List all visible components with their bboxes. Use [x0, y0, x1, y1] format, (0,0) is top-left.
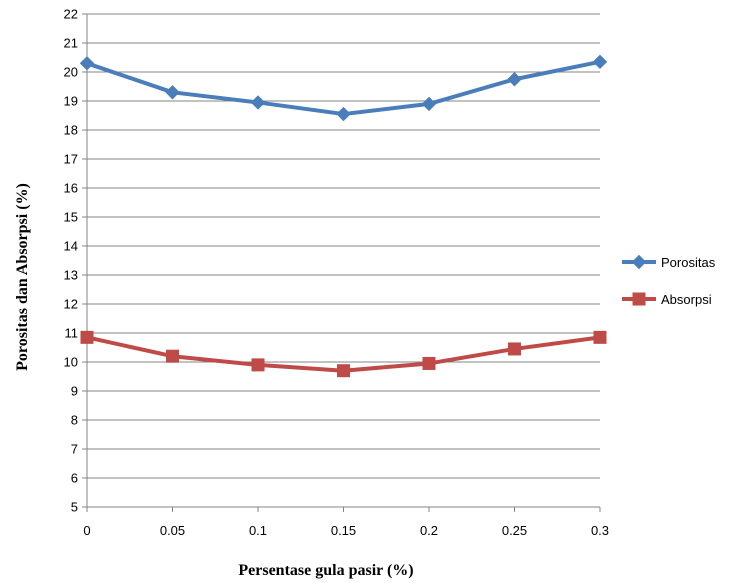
porositas-point — [421, 96, 437, 112]
y-tick-label: 5 — [71, 500, 78, 515]
grid-lines — [87, 13, 600, 479]
y-tick-label: 6 — [71, 471, 78, 486]
legend-label: Porositas — [661, 255, 716, 270]
porositas-point — [79, 56, 95, 71]
x-tick-label: 0.1 — [249, 523, 267, 538]
x-tick-label: 0.2 — [420, 523, 438, 538]
legend-label: Absorpsi — [661, 292, 712, 307]
y-tick-label: 19 — [64, 94, 78, 109]
legend-marker — [631, 254, 647, 270]
x-tick-label: 0.05 — [160, 523, 185, 538]
absorpsi-point — [422, 356, 436, 370]
y-tick-label: 11 — [65, 326, 79, 341]
porositas-point — [165, 85, 180, 100]
absorpsi-point — [166, 349, 179, 363]
y-tick-label: 10 — [64, 355, 78, 370]
y-tick-label: 8 — [71, 413, 78, 428]
legend-item-absorpsi: Absorpsi — [622, 292, 712, 307]
x-axis-title: Persentase gula pasir (%) — [238, 562, 413, 579]
x-tick-label: 0.3 — [591, 523, 609, 538]
absorpsi-point — [251, 358, 265, 372]
series-porositas — [79, 54, 608, 122]
y-tick-label: 13 — [64, 268, 78, 283]
porositas-point — [507, 72, 522, 87]
y-tick-label: 15 — [64, 210, 78, 225]
y-tick-label: 18 — [64, 123, 78, 138]
legend-item-porositas: Porositas — [622, 254, 716, 270]
y-tick-label: 7 — [71, 442, 78, 457]
y-tick-label: 9 — [71, 384, 78, 399]
absorpsi-point — [80, 330, 94, 344]
series-lines — [79, 54, 608, 378]
x-tick-label: 0 — [83, 523, 90, 538]
legend: Porositas Absorpsi — [622, 254, 716, 307]
porositas-point — [336, 106, 351, 122]
porositas-point — [250, 95, 266, 110]
y-tick-label: 20 — [64, 65, 78, 80]
y-tick-label: 17 — [64, 152, 78, 167]
absorpsi-point — [337, 364, 350, 378]
y-axis-title: Porositas dan Absorpsi (%) — [14, 183, 31, 371]
porositas-point — [592, 54, 608, 70]
y-tick-label: 16 — [64, 181, 78, 196]
x-tick-label: 0.25 — [502, 523, 527, 538]
legend-marker — [632, 292, 646, 306]
absorpsi-point — [508, 342, 521, 356]
absorpsi-point — [593, 330, 607, 344]
y-axis-ticks: 5 6 7 8 9 10 11 12 13 14 15 16 17 18 19 20 21 22 — [64, 7, 87, 515]
x-axis-ticks: 0 0.05 0.1 0.15 0.2 0.25 0.3 — [83, 507, 609, 538]
porositas-line — [85, 59, 602, 117]
series-absorpsi — [80, 330, 607, 378]
y-tick-label: 22 — [64, 7, 78, 22]
x-tick-label: 0.15 — [331, 523, 356, 538]
y-tick-label: 12 — [64, 297, 78, 312]
y-tick-label: 21 — [64, 36, 78, 51]
y-tick-label: 14 — [64, 239, 78, 254]
